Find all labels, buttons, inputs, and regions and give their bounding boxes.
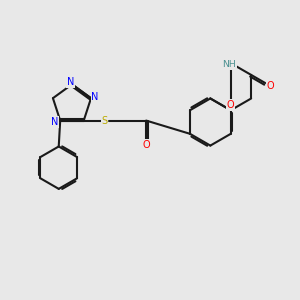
Text: O: O: [266, 81, 274, 91]
Text: NH: NH: [222, 60, 236, 69]
Text: O: O: [227, 100, 235, 110]
Text: N: N: [51, 117, 58, 127]
Text: O: O: [142, 140, 150, 150]
Text: N: N: [92, 92, 99, 102]
Text: S: S: [101, 116, 107, 126]
Text: N: N: [67, 77, 74, 87]
